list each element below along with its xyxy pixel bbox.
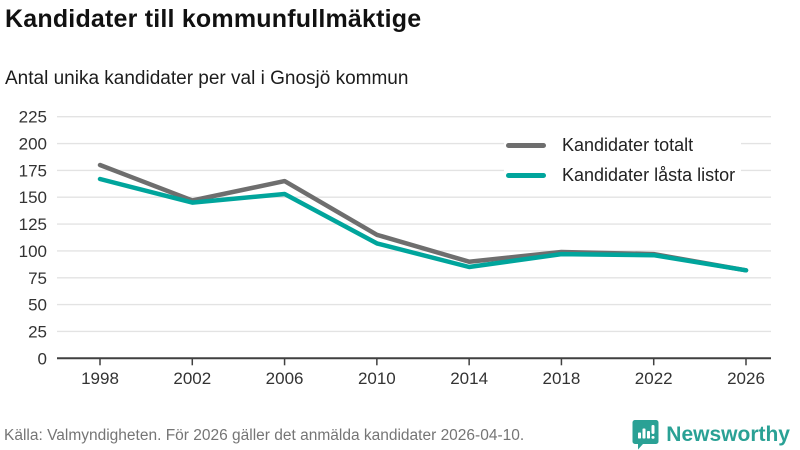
y-tick-label-175: 175	[19, 161, 47, 180]
y-tick-label-50: 50	[28, 296, 47, 315]
x-tick-label-2010: 2010	[358, 369, 396, 388]
newsworthy-brand: Newsworthy	[632, 419, 790, 450]
legend-label: Kandidater totalt	[562, 135, 694, 155]
x-tick-label-2014: 2014	[450, 369, 488, 388]
series-line-kandidater-l-sta-listor	[97, 176, 749, 273]
x-tick-label-2006: 2006	[266, 369, 304, 388]
x-tick-label-2002: 2002	[173, 369, 211, 388]
y-tick-label-200: 200	[19, 135, 47, 154]
chart-title: Kandidater till kommunfullmäktige	[5, 5, 422, 33]
y-tick-label-75: 75	[28, 269, 47, 288]
legend-swatch-icon	[506, 143, 546, 148]
legend-label: Kandidater låsta listor	[562, 165, 736, 185]
source-note: Källa: Valmyndigheten. För 2026 gäller d…	[4, 427, 525, 444]
y-tick-label-100: 100	[19, 242, 47, 261]
chart-legend: Kandidater totalt Kandidater låsta listor	[504, 132, 742, 189]
newsworthy-logo-icon	[632, 420, 659, 450]
x-tick-label-2018: 2018	[543, 369, 581, 388]
x-tick-label-2026: 2026	[727, 369, 765, 388]
brand-name: Newsworthy	[666, 422, 790, 446]
legend-item: Kandidater totalt	[506, 135, 735, 156]
y-tick-label-25: 25	[28, 322, 47, 341]
x-tick-label-1998: 1998	[81, 369, 119, 388]
y-tick-label-0: 0	[38, 349, 47, 368]
x-tick-label-2022: 2022	[635, 369, 673, 388]
y-tick-label-125: 125	[19, 215, 47, 234]
legend-item: Kandidater låsta listor	[506, 165, 735, 186]
y-tick-label-225: 225	[19, 108, 47, 127]
legend-swatch-icon	[506, 173, 546, 178]
chart-subtitle: Antal unika kandidater per val i Gnosjö …	[5, 68, 409, 89]
y-tick-label-150: 150	[19, 188, 47, 207]
